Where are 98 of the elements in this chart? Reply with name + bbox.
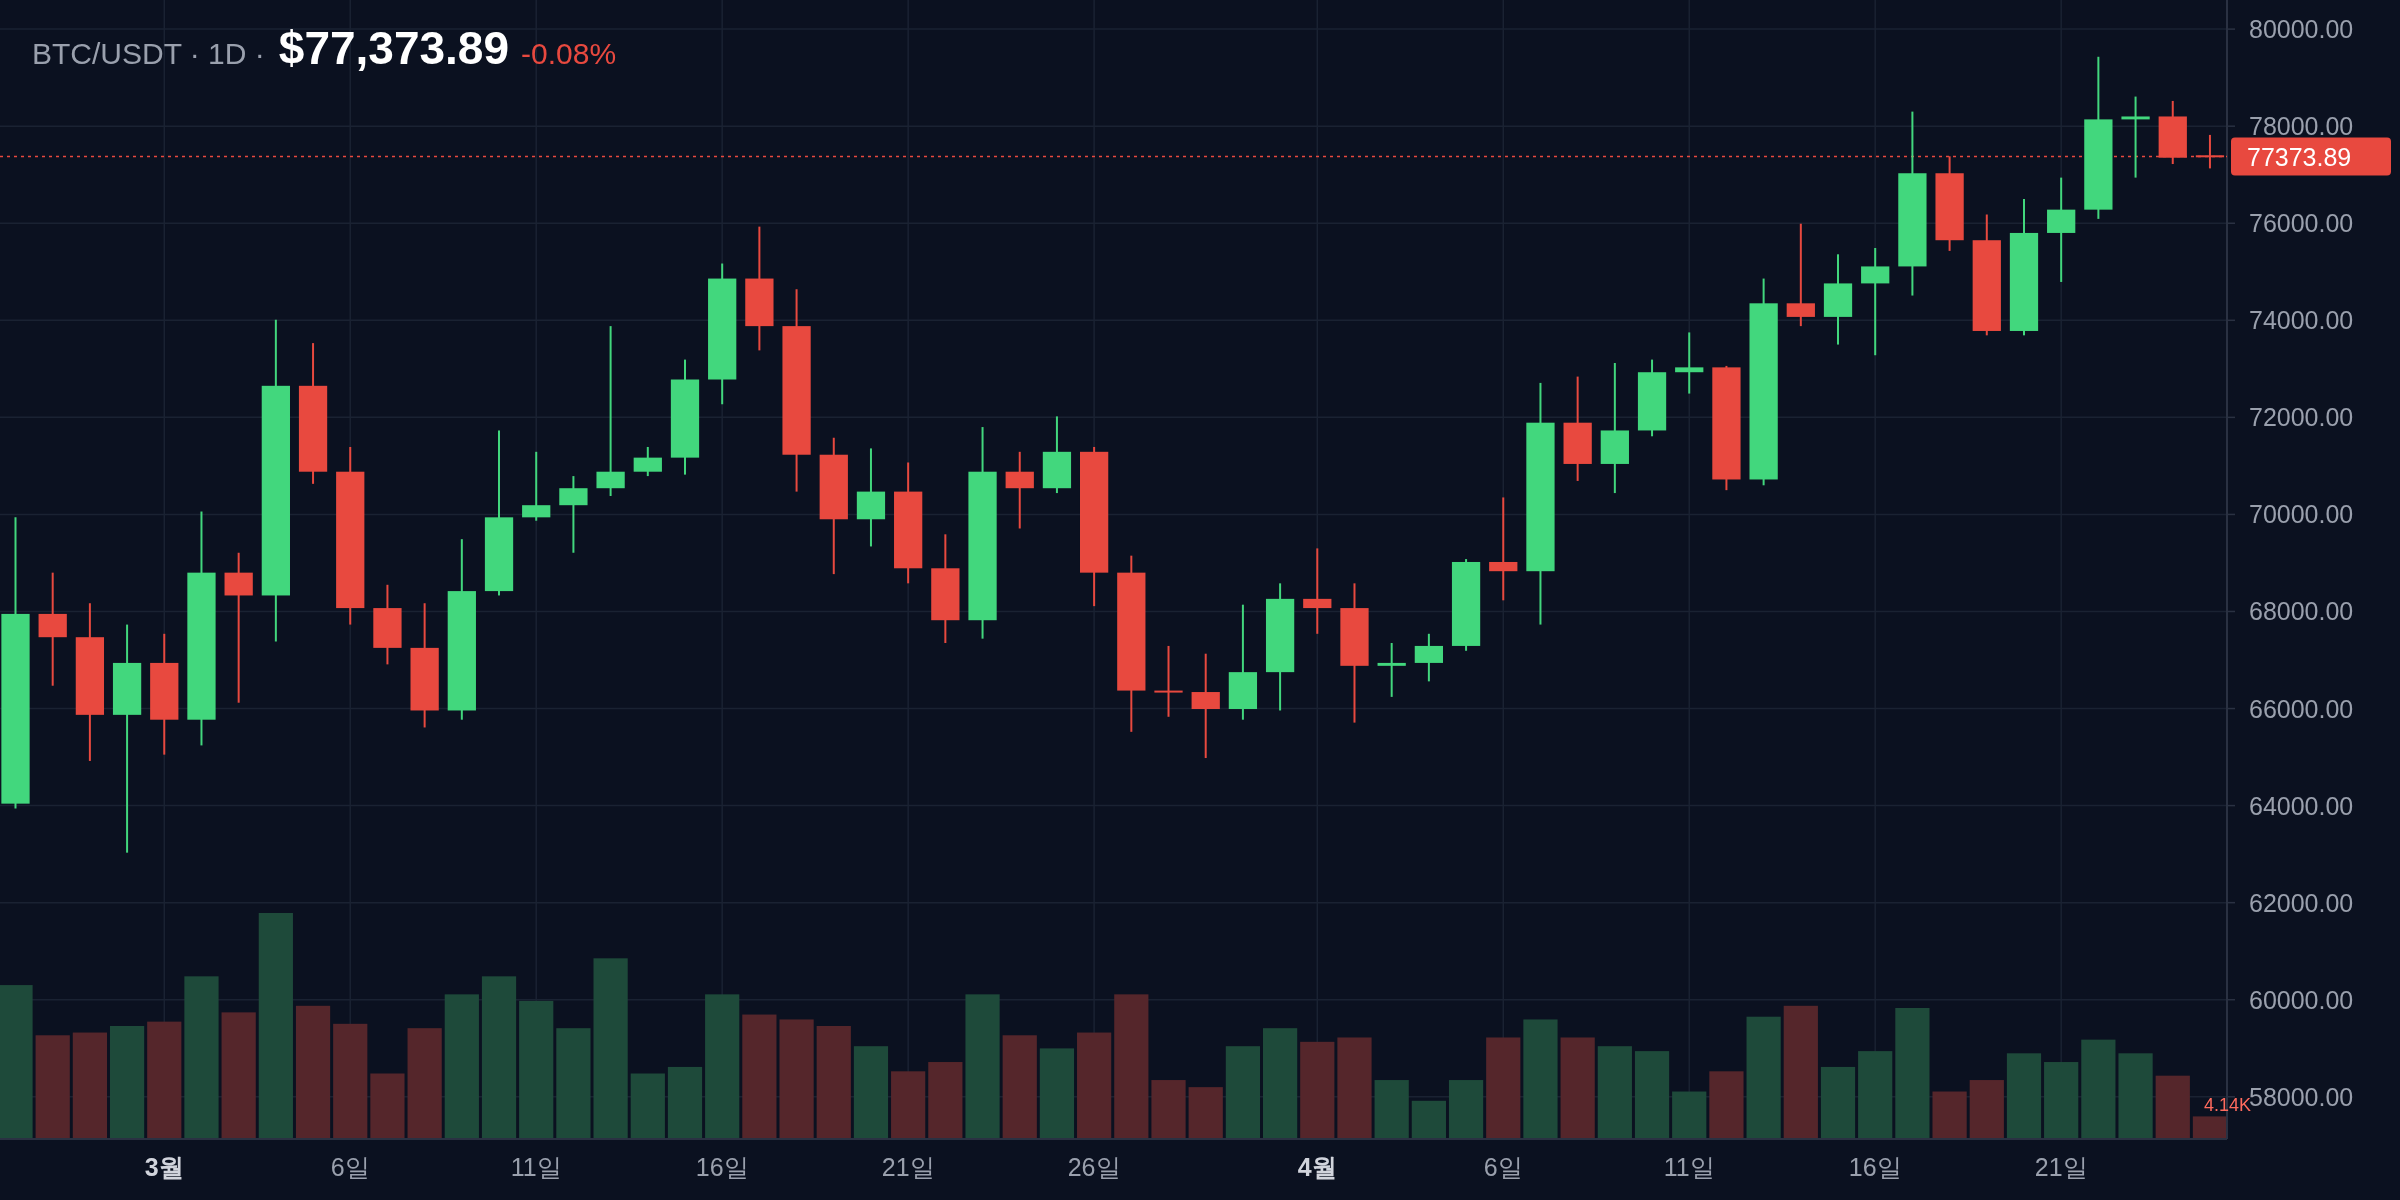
bar <box>481 976 517 1139</box>
bar <box>630 1073 665 1139</box>
bar <box>2081 1039 2116 1139</box>
bar <box>1597 1046 1632 1139</box>
bar <box>2044 1062 2079 1139</box>
bar <box>1672 1091 1707 1139</box>
bar <box>147 1021 182 1139</box>
candlestick <box>1303 547 1332 635</box>
x-tick-label: 6일 <box>330 1153 370 1181</box>
bar <box>1411 1100 1446 1139</box>
bar <box>221 1012 256 1139</box>
bar <box>1374 1080 1409 1139</box>
bar <box>1300 1041 1335 1139</box>
x-tick-label: 3월 <box>144 1153 184 1181</box>
x-tick-label: 4월 <box>1297 1153 1337 1181</box>
bar <box>1188 1087 1223 1139</box>
y-tick-label: 74000.00 <box>2249 306 2354 335</box>
bar <box>519 1000 554 1139</box>
bar <box>556 1028 591 1139</box>
bar <box>742 1014 777 1139</box>
bar <box>1932 1091 1967 1139</box>
bar <box>853 1046 889 1139</box>
bar <box>407 1028 442 1139</box>
candlestick <box>1861 246 1890 357</box>
bar <box>965 994 1000 1139</box>
y-tick-label: 66000.00 <box>2249 694 2354 723</box>
bar <box>2006 1053 2042 1139</box>
bar <box>928 1062 963 1139</box>
bar <box>1486 1037 1521 1139</box>
bar <box>1783 1005 1818 1139</box>
x-tick-label: 16일 <box>1848 1153 1902 1181</box>
bar <box>1114 994 1149 1139</box>
bar <box>2118 1053 2153 1139</box>
y-tick-label: 60000.00 <box>2249 985 2354 1014</box>
bar <box>1523 1019 1558 1139</box>
x-tick-label: 21일 <box>881 1153 935 1181</box>
bar <box>1709 1071 1744 1139</box>
data-label: 4.14K <box>2203 1095 2251 1116</box>
bar <box>705 994 740 1139</box>
x-tick-label: 21일 <box>2034 1153 2088 1181</box>
y-tick-label: 64000.00 <box>2249 791 2354 820</box>
bar <box>2192 1116 2228 1139</box>
candlestick <box>1675 331 1704 395</box>
bar <box>1746 1016 1781 1139</box>
candlestick <box>1786 222 1815 328</box>
bar <box>1560 1037 1595 1139</box>
candlestick <box>1489 496 1518 602</box>
text: $77,373.89 <box>278 22 510 74</box>
bar <box>2155 1075 2190 1139</box>
bar <box>779 1019 814 1139</box>
bar <box>1002 1035 1037 1139</box>
bar <box>370 1073 405 1139</box>
bar <box>258 913 293 1139</box>
y-tick-label: 72000.00 <box>2249 403 2354 432</box>
bar <box>444 994 479 1139</box>
y-tick-label: 70000.00 <box>2249 500 2354 529</box>
bar <box>333 1023 368 1139</box>
x-tick-label: 16일 <box>695 1153 749 1181</box>
ref-line-label: 77373.89 <box>2247 142 2352 171</box>
bar <box>816 1026 851 1139</box>
bar <box>35 1035 70 1139</box>
y-tick-label: 78000.00 <box>2249 112 2354 141</box>
bar <box>1337 1037 1372 1139</box>
x-tick-label: 11일 <box>510 1153 562 1181</box>
candlestick <box>522 450 551 522</box>
y-tick-label: 80000.00 <box>2249 15 2354 44</box>
bar <box>593 958 628 1139</box>
text: BTC/USDT · 1D · <box>32 37 265 70</box>
bar <box>1077 1032 1112 1139</box>
bar <box>1634 1051 1670 1139</box>
candlestick <box>2121 95 2150 179</box>
bar <box>184 976 219 1139</box>
bar <box>72 1032 107 1139</box>
bar <box>1820 1066 1856 1139</box>
bar <box>0 985 33 1139</box>
x-tick-label: 6일 <box>1483 1153 1523 1181</box>
candlestick <box>1377 642 1406 698</box>
bar <box>891 1071 926 1139</box>
annotation: -0.08% <box>521 37 617 70</box>
bar <box>1448 1080 1484 1139</box>
candlestick <box>596 325 625 497</box>
bar <box>1039 1048 1075 1139</box>
bar <box>1858 1051 1893 1139</box>
candlestick <box>1154 644 1183 718</box>
y-tick-label: 68000.00 <box>2249 597 2354 626</box>
bar <box>1969 1080 2004 1139</box>
y-tick-label: 76000.00 <box>2249 209 2354 238</box>
bar <box>1262 1028 1298 1139</box>
x-tick-label: 26일 <box>1067 1153 1121 1181</box>
bar <box>295 1005 331 1139</box>
bar <box>1151 1080 1186 1139</box>
bar <box>667 1066 703 1139</box>
bar <box>1895 1007 1930 1139</box>
x-tick-label: 11일 <box>1663 1153 1715 1181</box>
candlestick <box>2195 133 2225 170</box>
y-tick-label: 62000.00 <box>2249 888 2354 917</box>
bar <box>1225 1046 1261 1139</box>
bar <box>109 1026 145 1139</box>
